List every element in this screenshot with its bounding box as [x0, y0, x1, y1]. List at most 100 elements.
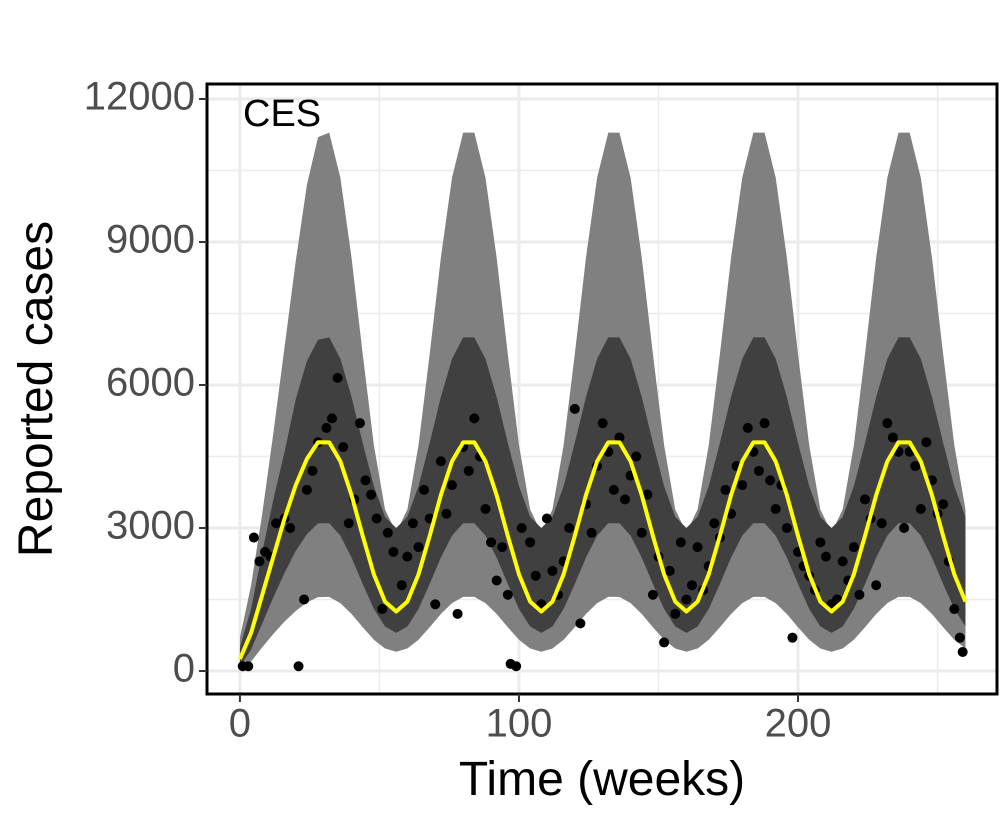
data-point [569, 403, 580, 414]
data-point [491, 575, 502, 586]
data-point [486, 537, 497, 548]
axes: 0 100 200 0 3000 6000 9000 12000 [84, 75, 832, 746]
data-point [360, 475, 371, 486]
data-point [435, 456, 446, 467]
data-point [338, 441, 349, 452]
data-point [307, 465, 318, 476]
data-point [938, 499, 949, 510]
x-axis-title: Time (weeks) [459, 753, 745, 806]
data-point [248, 532, 259, 543]
data-point [413, 542, 424, 553]
data-point [837, 556, 848, 567]
data-point [882, 418, 893, 429]
data-point [670, 608, 681, 619]
data-point [525, 537, 536, 548]
data-point [781, 523, 792, 534]
y-tick-label: 6000 [106, 361, 195, 405]
data-point [285, 523, 296, 534]
data-point [541, 513, 552, 524]
x-tick-label: 200 [765, 702, 832, 746]
data-point [675, 537, 686, 548]
data-point [954, 632, 965, 643]
data-point [620, 494, 631, 505]
data-point [564, 523, 575, 534]
data-point [463, 465, 474, 476]
data-point [659, 637, 670, 648]
data-point [759, 418, 770, 429]
data-point [441, 508, 452, 519]
data-point [742, 422, 753, 433]
median-line [238, 440, 968, 660]
data-point [243, 661, 254, 672]
data-point [354, 418, 365, 429]
data-point [692, 542, 703, 553]
data-point [511, 661, 522, 672]
data-point [299, 594, 310, 605]
data-point [480, 503, 491, 514]
data-point [664, 565, 675, 576]
data-point [530, 570, 541, 581]
y-axis-title: Reported cases [10, 221, 63, 557]
x-tick-label: 0 [229, 702, 251, 746]
data-point [876, 518, 887, 529]
data-point [497, 542, 508, 553]
data-point [382, 527, 393, 538]
data-point [921, 437, 932, 448]
data-point [388, 546, 399, 557]
annotation: CES [243, 93, 321, 135]
data-point [547, 565, 558, 576]
data-point [910, 461, 921, 472]
y-tick-label: 9000 [106, 218, 195, 262]
data-point [899, 523, 910, 534]
data-point [452, 608, 463, 619]
data-point [720, 484, 731, 495]
band [239, 337, 966, 667]
data-point [815, 537, 826, 548]
data-point [848, 542, 859, 553]
data-point [469, 413, 480, 424]
data-point [608, 484, 619, 495]
data-point [343, 518, 354, 529]
data-point [770, 503, 781, 514]
data-point [586, 527, 597, 538]
data-point [636, 527, 647, 538]
data-point [614, 432, 625, 443]
data-point [820, 551, 831, 562]
data-point [402, 551, 413, 562]
data-point [597, 418, 608, 429]
data-point [631, 451, 642, 462]
y-tick-label: 3000 [106, 504, 195, 548]
data-point [709, 518, 720, 529]
data-point [787, 632, 798, 643]
data-point [871, 580, 882, 591]
data-point [396, 580, 407, 591]
data-point [642, 489, 653, 500]
data-point [419, 484, 430, 495]
plot-border [205, 82, 999, 696]
data-point [293, 661, 304, 672]
data-point [366, 489, 377, 500]
data-point [753, 465, 764, 476]
data-point [254, 556, 265, 567]
data-point [371, 513, 382, 524]
data-point [447, 480, 458, 491]
data-point [430, 599, 441, 610]
data-point [681, 594, 692, 605]
y-tick-label: 0 [173, 647, 195, 691]
data-point [321, 422, 332, 433]
data-point [949, 604, 960, 615]
x-tick-label: 100 [486, 702, 553, 746]
data-point [765, 475, 776, 486]
data-point [271, 518, 282, 529]
data-point [737, 480, 748, 491]
data-point [854, 589, 865, 600]
data-point [407, 518, 418, 529]
data-point [516, 523, 527, 534]
data-point [647, 589, 658, 600]
data-point [860, 494, 871, 505]
y-tick-label: 12000 [84, 75, 195, 119]
data-point [575, 618, 586, 629]
data-point [327, 413, 338, 424]
